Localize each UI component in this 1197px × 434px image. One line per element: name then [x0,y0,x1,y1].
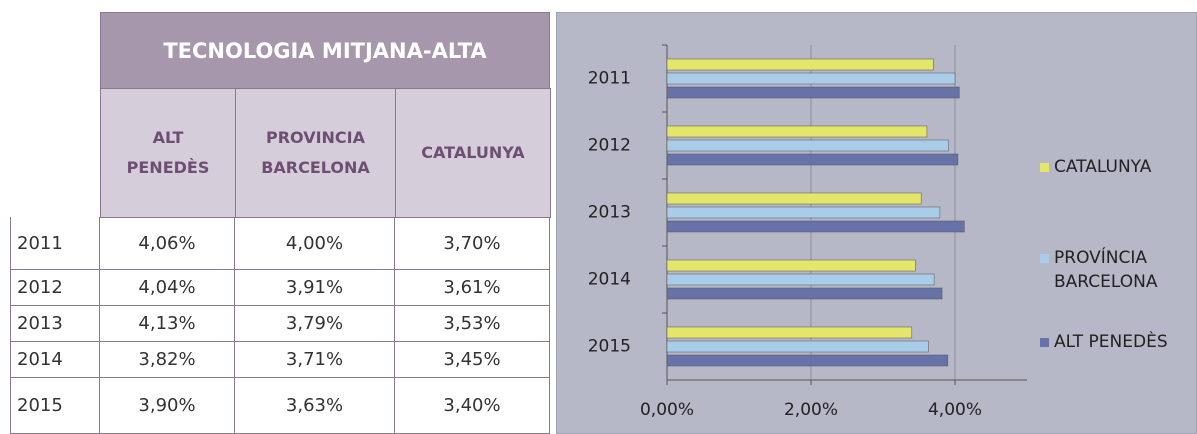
table-title: TECNOLOGIA MITJANA-ALTA [100,12,550,89]
bar [666,192,922,205]
table-cell: 3,91% [235,270,395,306]
table-cell: 4,06% [100,217,235,270]
bar [666,220,965,233]
bar [666,206,941,219]
bar [666,72,956,85]
bar [666,354,949,367]
table-cell: 3,63% [235,378,395,434]
bar [666,139,949,152]
legend-label: ALT PENEDÈS [1054,332,1168,352]
legend-label: CATALUNYA [1054,157,1152,177]
bar [666,259,916,272]
row-label: 2011 [10,217,100,270]
table-cell: 3,61% [395,270,550,306]
y-tick-label: 2012 [588,136,631,156]
table-cell: 4,13% [100,306,235,342]
bar [666,58,934,71]
column-header: PROVINCIA BARCELONA [235,88,396,218]
y-tick-label: 2013 [588,203,631,223]
bar [666,287,943,300]
bar [666,125,928,138]
row-label: 2015 [10,378,100,434]
legend-swatch [1040,338,1049,347]
x-tick-label: 4,00% [928,400,982,420]
row-label: 2014 [10,342,100,378]
table-cell: 3,53% [395,306,550,342]
bar [666,340,929,353]
bar [666,153,959,166]
table-cell: 3,45% [395,342,550,378]
bar [666,326,913,339]
column-header: ALT PENEDÈS [100,88,236,218]
table-cell: 3,71% [235,342,395,378]
table-cell: 3,82% [100,342,235,378]
bar [666,86,960,99]
chart: 0,00% 2,00% 4,00% 2011 2012 2013 2014 2015 [556,12,1197,434]
legend-swatch [1040,254,1049,263]
table-cell: 4,04% [100,270,235,306]
legend-swatch [1040,163,1049,172]
y-tick-label: 2011 [588,69,631,89]
table-cell: 3,90% [100,378,235,434]
y-tick-label: 2015 [588,337,631,357]
bar [666,273,935,286]
row-label: 2012 [10,270,100,306]
column-header: CATALUNYA [395,88,551,218]
table-cell: 3,70% [395,217,550,270]
x-tick-label: 2,00% [784,400,838,420]
table-cell: 3,79% [235,306,395,342]
legend-label: PROVÍNCIA BARCELONA [1054,248,1158,292]
row-label: 2013 [10,306,100,342]
x-tick-label: 0,00% [640,400,694,420]
y-tick-label: 2014 [588,270,631,290]
table-cell: 4,00% [235,217,395,270]
table-cell: 3,40% [395,378,550,434]
